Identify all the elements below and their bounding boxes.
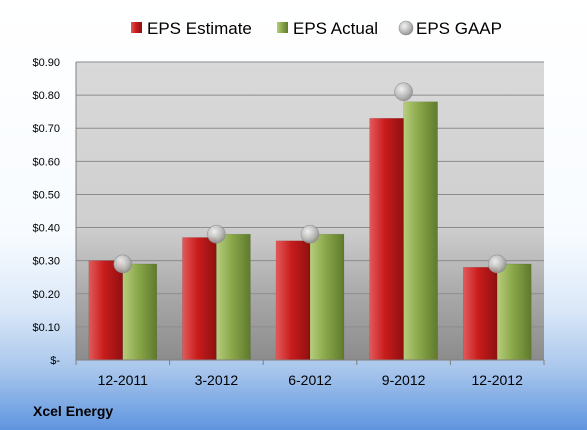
legend-label: EPS Actual — [293, 19, 378, 38]
y-tick-label: $0.70 — [32, 123, 60, 135]
x-category-label: 12-2011 — [98, 372, 149, 388]
y-tick-label: $- — [50, 355, 60, 367]
bar-eps-actual — [216, 233, 251, 361]
company-label: Xcel Energy — [33, 403, 113, 419]
y-tick-label: $0.90 — [32, 57, 60, 69]
bar-eps-actual — [309, 233, 345, 361]
x-category-label: 12-2012 — [472, 372, 524, 388]
y-tick-label: $0.30 — [32, 256, 60, 268]
bar-eps-estimate — [88, 260, 124, 361]
bar-eps-estimate — [275, 240, 311, 361]
legend-label: EPS Estimate — [147, 19, 252, 38]
axes: $- $0.10 $0.20 $0.30 $0.40 $0.50 $0.60 $0.70 $0.… — [32, 57, 545, 388]
bar-eps-estimate — [369, 118, 404, 361]
legend-swatch-eps-actual — [277, 22, 288, 33]
marker-eps-gaap — [394, 82, 413, 102]
legend-label: EPS GAAP — [416, 19, 502, 38]
x-category-label: 6-2012 — [288, 372, 332, 388]
marker-eps-gaap — [300, 224, 320, 244]
bar-eps-actual — [122, 263, 158, 361]
y-tick-label: $0.60 — [32, 156, 60, 168]
legend: EPS Estimate EPS Actual EPS GAAP — [131, 19, 502, 38]
y-tick-label: $0.80 — [32, 90, 60, 102]
marker-eps-gaap — [113, 254, 133, 274]
bar-eps-actual — [403, 101, 438, 361]
legend-swatch-eps-estimate — [131, 22, 142, 33]
x-category-label: 9-2012 — [382, 372, 426, 388]
marker-eps-gaap — [487, 254, 507, 274]
x-category-label: 3-2012 — [195, 372, 239, 388]
bar-eps-actual — [496, 263, 532, 361]
marker-eps-gaap — [207, 224, 226, 244]
bar-eps-estimate — [182, 237, 217, 361]
legend-swatch-eps-gaap — [398, 20, 414, 36]
y-tick-label: $0.10 — [32, 322, 60, 334]
gaap-markers — [113, 82, 507, 274]
y-tick-label: $0.40 — [32, 223, 60, 235]
y-tick-label: $0.20 — [32, 289, 60, 301]
bar-eps-estimate — [462, 267, 498, 361]
bars — [88, 101, 532, 361]
y-tick-label: $0.50 — [32, 189, 60, 201]
